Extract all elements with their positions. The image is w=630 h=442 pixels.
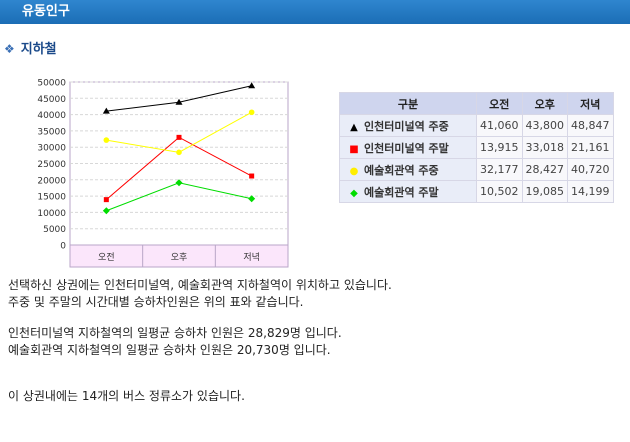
header-title: 유동인구: [22, 4, 70, 19]
table-cell: 33,018: [521, 136, 568, 159]
table-cell: 10,502: [476, 180, 523, 203]
row-label-cell: ■ 인천터미널역 주말: [339, 136, 477, 159]
table-cell: 41,060: [476, 114, 523, 137]
table-row: ● 예술회관역 주중 32,177 28,427 40,720: [339, 158, 614, 181]
table-row: ◆ 예술회관역 주말 10,502 19,085 14,199: [339, 180, 614, 203]
table-header-row: 구분 오전 오후 저녁: [339, 92, 614, 115]
table-row: ▲ 인천터미널역 주중 41,060 43,800 48,847: [339, 114, 614, 137]
data-point: [175, 179, 183, 187]
category-band: [69, 244, 289, 268]
table-header-cell: 저녁: [567, 92, 614, 115]
diamond-marker-icon: ◆: [350, 187, 358, 199]
data-point: [176, 149, 182, 156]
y-tick-label: 15000: [37, 193, 66, 203]
data-point: [102, 207, 110, 215]
row-label-cell: ● 예술회관역 주중: [339, 158, 477, 181]
y-tick-label: 10000: [37, 209, 66, 219]
table-cell: 21,161: [567, 136, 614, 159]
table-cell: 28,427: [521, 158, 568, 181]
description-text: 이 상권내에는 14개의 버스 정류소가 있습니다.: [8, 389, 245, 403]
table-header-cell: 오전: [476, 92, 523, 115]
row-label: 인천터미널역 주말: [364, 141, 449, 155]
data-point: [175, 98, 183, 105]
table-cell: 19,085: [521, 180, 568, 203]
circle-marker-icon: ●: [349, 165, 359, 177]
description-text: 선택하신 상권에는 인천터미널역, 예술회관역 지하철역이 위치하고 있습니다.: [8, 278, 392, 292]
y-tick-label: 0: [60, 242, 66, 252]
data-point: [248, 109, 255, 116]
data-point: [248, 82, 256, 89]
page-header: 유동인구: [0, 0, 630, 24]
description-text: 인천터미널역 지하철역의 일평균 승하차 인원은 28,829명 입니다.: [8, 326, 342, 340]
description-text: 예술회관역 지하철역의 일평균 승하차 인원은 20,730명 입니다.: [8, 343, 331, 357]
data-table: 구분 오전 오후 저녁 ▲ 인천터미널역 주중 41,060 43,800 48,…: [339, 92, 614, 203]
row-label: 예술회관역 주말: [364, 185, 439, 199]
table-cell: 40,720: [567, 158, 614, 181]
table-header-cell: 구분: [339, 92, 477, 115]
line-chart: 0 5000 10000 15000 20000 25000 30000 35000 40000…: [37, 79, 289, 268]
y-tick-label: 35000: [37, 127, 66, 137]
x-tick-label: 오후: [171, 252, 188, 263]
row-label: 인천터미널역 주중: [364, 119, 449, 133]
description-text: 주중 및 주말의 시간대별 승하차인원은 위의 표와 같습니다.: [8, 295, 304, 309]
data-point: [102, 107, 110, 114]
square-marker-icon: ■: [349, 143, 359, 155]
row-label-cell: ▲ 인천터미널역 주중: [339, 114, 477, 137]
y-tick-label: 20000: [37, 176, 66, 186]
table-cell: 48,847: [567, 114, 614, 137]
x-tick-label: 저녁: [243, 252, 260, 263]
data-point: [249, 173, 255, 179]
data-point: [103, 137, 110, 143]
row-label: 예술회관역 주중: [364, 163, 439, 177]
triangle-marker-icon: ▲: [350, 121, 358, 133]
data-point: [248, 195, 256, 203]
y-tick-label: 5000: [43, 225, 66, 235]
table-cell: 32,177: [476, 158, 523, 181]
data-point: [103, 197, 109, 203]
y-tick-label: 50000: [37, 79, 66, 89]
table-cell: 43,800: [521, 114, 568, 137]
y-tick-label: 45000: [37, 95, 66, 105]
table-header-cell: 오후: [521, 92, 568, 115]
row-label-cell: ◆ 예술회관역 주말: [339, 180, 477, 203]
table-cell: 13,915: [476, 136, 523, 159]
section-heading: ❖ 지하철: [4, 38, 57, 57]
y-tick-label: 30000: [37, 144, 66, 154]
table-row: ■ 인천터미널역 주말 13,915 33,018 21,161: [339, 136, 614, 159]
y-tick-label: 25000: [37, 160, 66, 170]
y-tick-label: 40000: [37, 111, 66, 121]
x-tick-label: 오전: [98, 252, 115, 263]
table-cell: 14,199: [567, 180, 614, 203]
data-point: [176, 134, 182, 140]
section-title: 지하철: [20, 42, 57, 57]
diamond-bullet-icon: ❖: [4, 42, 15, 56]
